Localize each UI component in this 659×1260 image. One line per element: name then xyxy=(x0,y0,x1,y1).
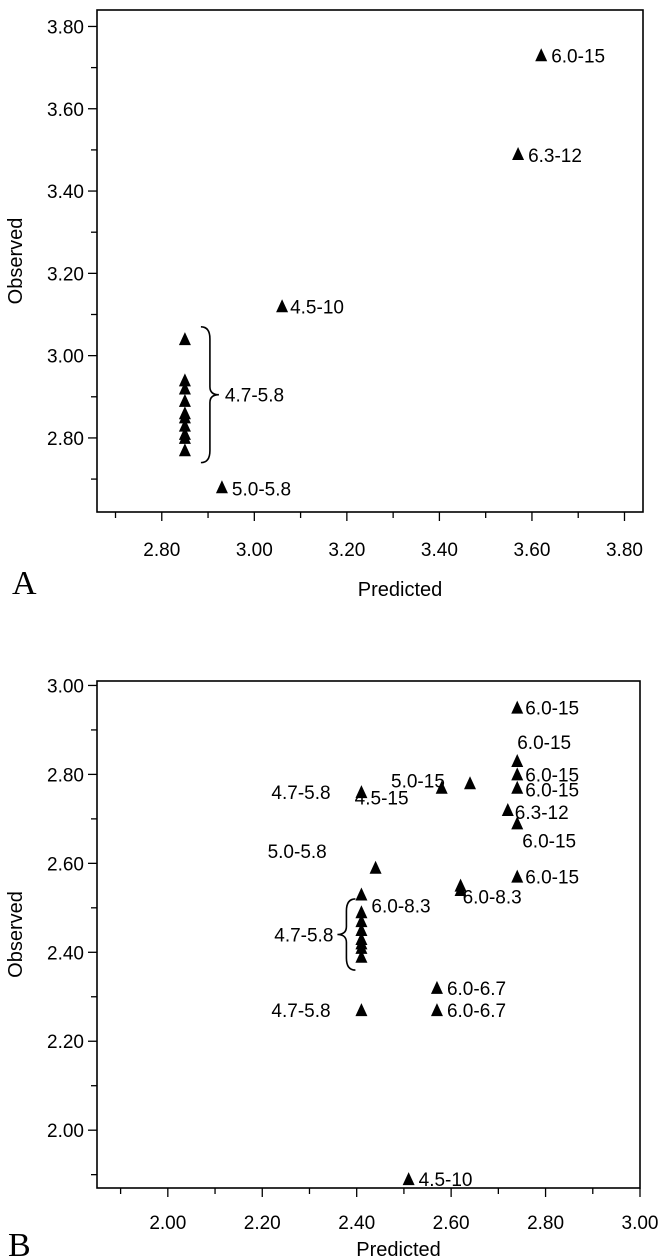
data-point xyxy=(435,780,448,794)
point-label: 6.0-15 xyxy=(525,699,579,720)
y-tick-label: 2.00 xyxy=(47,1121,84,1142)
y-tick-label: 2.40 xyxy=(47,943,84,964)
point-label: 6.0-15 xyxy=(522,831,576,852)
panel-letter: B xyxy=(8,1227,31,1260)
x-tick-label: 2.00 xyxy=(149,1213,186,1234)
point-label: 6.0-15 xyxy=(525,781,579,802)
point-label: 4.7-5.8 xyxy=(271,783,330,804)
y-tick-label: 2.80 xyxy=(47,765,84,786)
x-tick-label: 3.20 xyxy=(328,540,365,561)
y-tick-label: 2.20 xyxy=(47,1032,84,1053)
data-point xyxy=(454,883,467,897)
data-point xyxy=(355,887,368,901)
data-point xyxy=(511,754,524,768)
data-point xyxy=(178,418,191,432)
x-tick-label: 2.40 xyxy=(338,1213,375,1234)
y-tick-label: 3.00 xyxy=(47,676,84,697)
data-point xyxy=(511,767,524,781)
x-tick-label: 3.00 xyxy=(236,540,273,561)
point-label: 4.5-15 xyxy=(355,789,409,810)
data-point xyxy=(511,816,524,830)
data-point xyxy=(355,949,368,963)
data-point xyxy=(355,905,368,919)
data-point xyxy=(178,373,191,387)
data-point xyxy=(355,785,368,799)
data-point xyxy=(501,802,514,816)
y-tick-label: 3.80 xyxy=(47,17,84,38)
point-label: 6.0-6.7 xyxy=(447,1001,506,1022)
data-point xyxy=(178,410,191,424)
y-axis-title: Observed xyxy=(5,891,27,978)
point-label: 6.0-15 xyxy=(551,46,605,67)
point-label: 5.0-15 xyxy=(391,771,445,792)
data-point xyxy=(430,1003,443,1017)
data-point xyxy=(355,923,368,937)
group-brace xyxy=(200,326,219,464)
group-brace xyxy=(337,898,356,971)
data-point xyxy=(178,381,191,395)
data-point xyxy=(355,914,368,928)
y-tick-label: 3.40 xyxy=(47,182,84,203)
data-point xyxy=(178,393,191,407)
y-tick-label: 3.00 xyxy=(47,347,84,368)
data-point xyxy=(276,299,289,313)
panel-b: 2.00 2.20 2.40 2.60 2.80 3.00 2.00 2.20 2.40 2.60… xyxy=(5,676,658,1260)
data-point xyxy=(535,48,548,62)
x-axis-title: Predicted xyxy=(356,1239,441,1260)
point-label: 6.0-6.7 xyxy=(447,979,506,1000)
y-axis-title: Observed xyxy=(5,218,27,305)
x-tick-label: 2.20 xyxy=(244,1213,281,1234)
panel-a: 2.80 3.00 3.20 3.40 3.60 3.80 2.80 3.00 3.20 3.40… xyxy=(5,9,644,602)
data-point xyxy=(511,700,524,714)
y-tick-label: 3.60 xyxy=(47,100,84,121)
data-point xyxy=(511,869,524,883)
point-label: 6.3-12 xyxy=(528,146,582,167)
panel-letter: A xyxy=(12,565,37,602)
data-point xyxy=(178,332,191,346)
x-tick-label: 2.60 xyxy=(433,1213,470,1234)
point-label: 6.0-15 xyxy=(525,765,579,786)
data-point xyxy=(369,860,382,874)
x-tick-label: 3.80 xyxy=(606,540,643,561)
data-point xyxy=(355,940,368,954)
point-label: 6.0-8.3 xyxy=(371,896,430,917)
plot-frame xyxy=(96,9,644,513)
y-tick-label: 2.80 xyxy=(47,429,84,450)
x-tick-label: 3.60 xyxy=(513,540,550,561)
point-label: 6.0-15 xyxy=(517,733,571,754)
data-point xyxy=(402,1172,415,1186)
point-label: 6.3-12 xyxy=(515,803,569,824)
data-point xyxy=(511,780,524,794)
data-point xyxy=(178,443,191,457)
data-point xyxy=(215,480,228,494)
group-label: 4.7-5.8 xyxy=(274,926,333,947)
point-label: 4.5-10 xyxy=(419,1170,473,1191)
x-tick-label: 3.40 xyxy=(421,540,458,561)
point-label: 5.0-5.8 xyxy=(232,479,291,500)
x-axis-title: Predicted xyxy=(358,579,443,601)
point-label: 4.5-10 xyxy=(290,297,344,318)
data-point xyxy=(464,776,477,790)
data-point xyxy=(355,1003,368,1017)
group-label: 4.7-5.8 xyxy=(225,386,284,407)
x-tick-label: 2.80 xyxy=(527,1213,564,1234)
point-label: 6.0-8.3 xyxy=(463,888,522,909)
plot-frame xyxy=(96,680,641,1189)
point-label: 6.0-15 xyxy=(525,868,579,889)
y-tick-label: 2.60 xyxy=(47,854,84,875)
data-point xyxy=(178,430,191,444)
data-point xyxy=(430,980,443,994)
x-tick-label: 2.80 xyxy=(143,540,180,561)
point-label: 5.0-5.8 xyxy=(268,842,327,863)
y-tick-label: 3.20 xyxy=(47,264,84,285)
data-point xyxy=(512,147,525,161)
x-tick-label: 3.00 xyxy=(622,1213,659,1234)
point-label: 4.7-5.8 xyxy=(271,1001,330,1022)
